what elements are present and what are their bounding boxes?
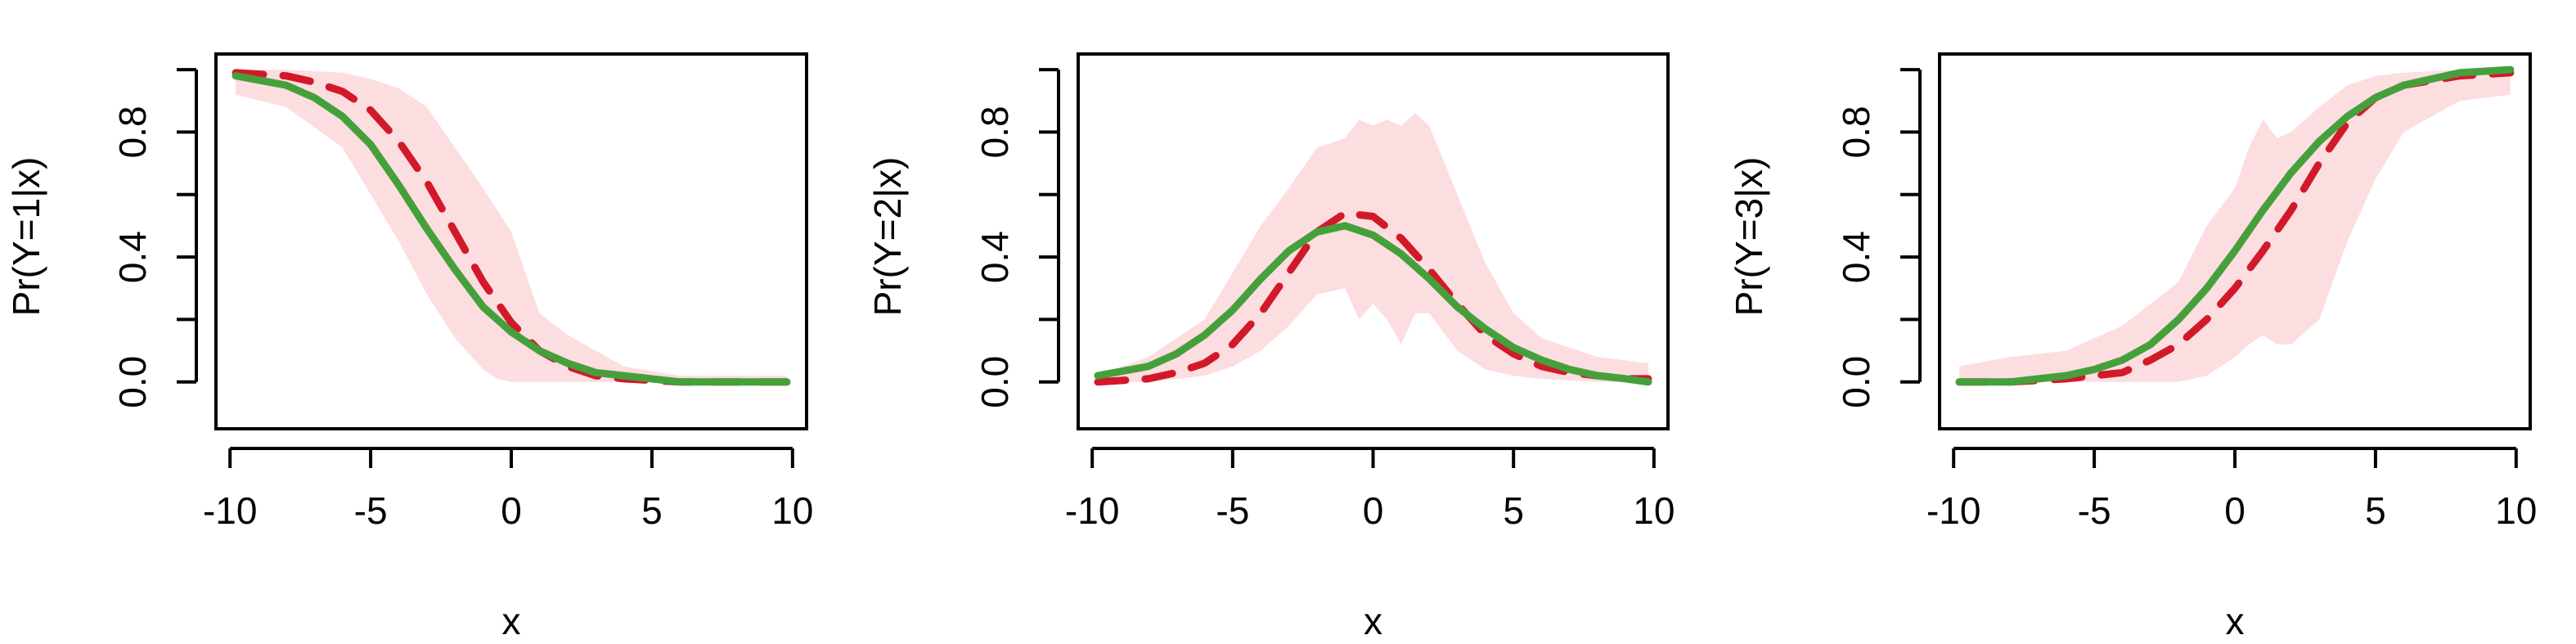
dashed-series-line — [1955, 69, 2515, 386]
y-tick-label: 0.0 — [111, 356, 154, 408]
plot-frame — [1077, 52, 1670, 430]
x-tick-label: -5 — [354, 489, 388, 532]
x-tick-label: 10 — [1633, 489, 1675, 532]
y-tick-label: 0.8 — [1835, 106, 1877, 158]
y-axis-label: Pr(Y=2|x) — [866, 157, 909, 317]
x-tick-label: 10 — [771, 489, 813, 532]
confidence-band — [1959, 70, 2511, 382]
x-axis: -10 -5 0 5 10 — [1926, 447, 2537, 532]
y-tick-label: 0.0 — [973, 356, 1016, 408]
solid-series-line — [1094, 222, 1652, 386]
y-axis: 0.0 0.4 0.8 — [111, 68, 198, 408]
plot-frame — [1938, 52, 2532, 430]
y-tick-label: 0.8 — [111, 106, 154, 158]
x-tick-label: -10 — [1065, 489, 1119, 532]
y-axis-label: Pr(Y=3|x) — [1728, 157, 1770, 317]
y-tick-label: 0.0 — [1835, 356, 1877, 408]
x-tick-label: 5 — [1503, 489, 1524, 532]
y-tick-label: 0.4 — [1835, 231, 1877, 283]
x-tick-label: 10 — [2495, 489, 2537, 532]
solid-series-line — [232, 72, 791, 386]
y-tick-label: 0.8 — [973, 106, 1016, 158]
x-tick-label: -5 — [1216, 489, 1249, 532]
y-tick-label: 0.4 — [111, 231, 154, 283]
y-tick-label: 0.4 — [973, 231, 1016, 283]
x-tick-label: -10 — [203, 489, 257, 532]
x-axis-label: x — [1364, 600, 1382, 642]
x-axis: -10 -5 0 5 10 — [1065, 447, 1675, 532]
x-tick-label: 0 — [501, 489, 522, 532]
x-tick-label: 5 — [641, 489, 663, 532]
chart-panel-3: -10 -5 0 5 10 x 0.0 0.4 0.8 Pr(Y=3|x) — [1728, 52, 2537, 642]
x-axis: -10 -5 0 5 10 — [203, 447, 813, 532]
x-tick-label: -5 — [2078, 489, 2111, 532]
confidence-band — [1098, 113, 1648, 382]
y-axis: 0.0 0.4 0.8 — [973, 68, 1060, 408]
x-tick-label: -10 — [1926, 489, 1980, 532]
x-axis-label: x — [2226, 600, 2245, 642]
x-tick-label: 5 — [2365, 489, 2386, 532]
chart-panel-2: -10 -5 0 5 10 x 0.0 0.4 0.8 Pr(Y=2|x) — [866, 52, 1675, 642]
x-tick-label: 0 — [2224, 489, 2246, 532]
solid-series-line — [1955, 65, 2515, 386]
plot-frame — [214, 52, 808, 430]
chart-panel-1: -10 -5 0 5 10 x 0.0 0.4 0.8 Pr(Y=1|x) — [5, 52, 813, 642]
y-axis-label: Pr(Y=1|x) — [5, 157, 47, 317]
x-axis-label: x — [502, 600, 521, 642]
y-axis: 0.0 0.4 0.8 — [1835, 68, 1922, 408]
x-tick-label: 0 — [1363, 489, 1384, 532]
